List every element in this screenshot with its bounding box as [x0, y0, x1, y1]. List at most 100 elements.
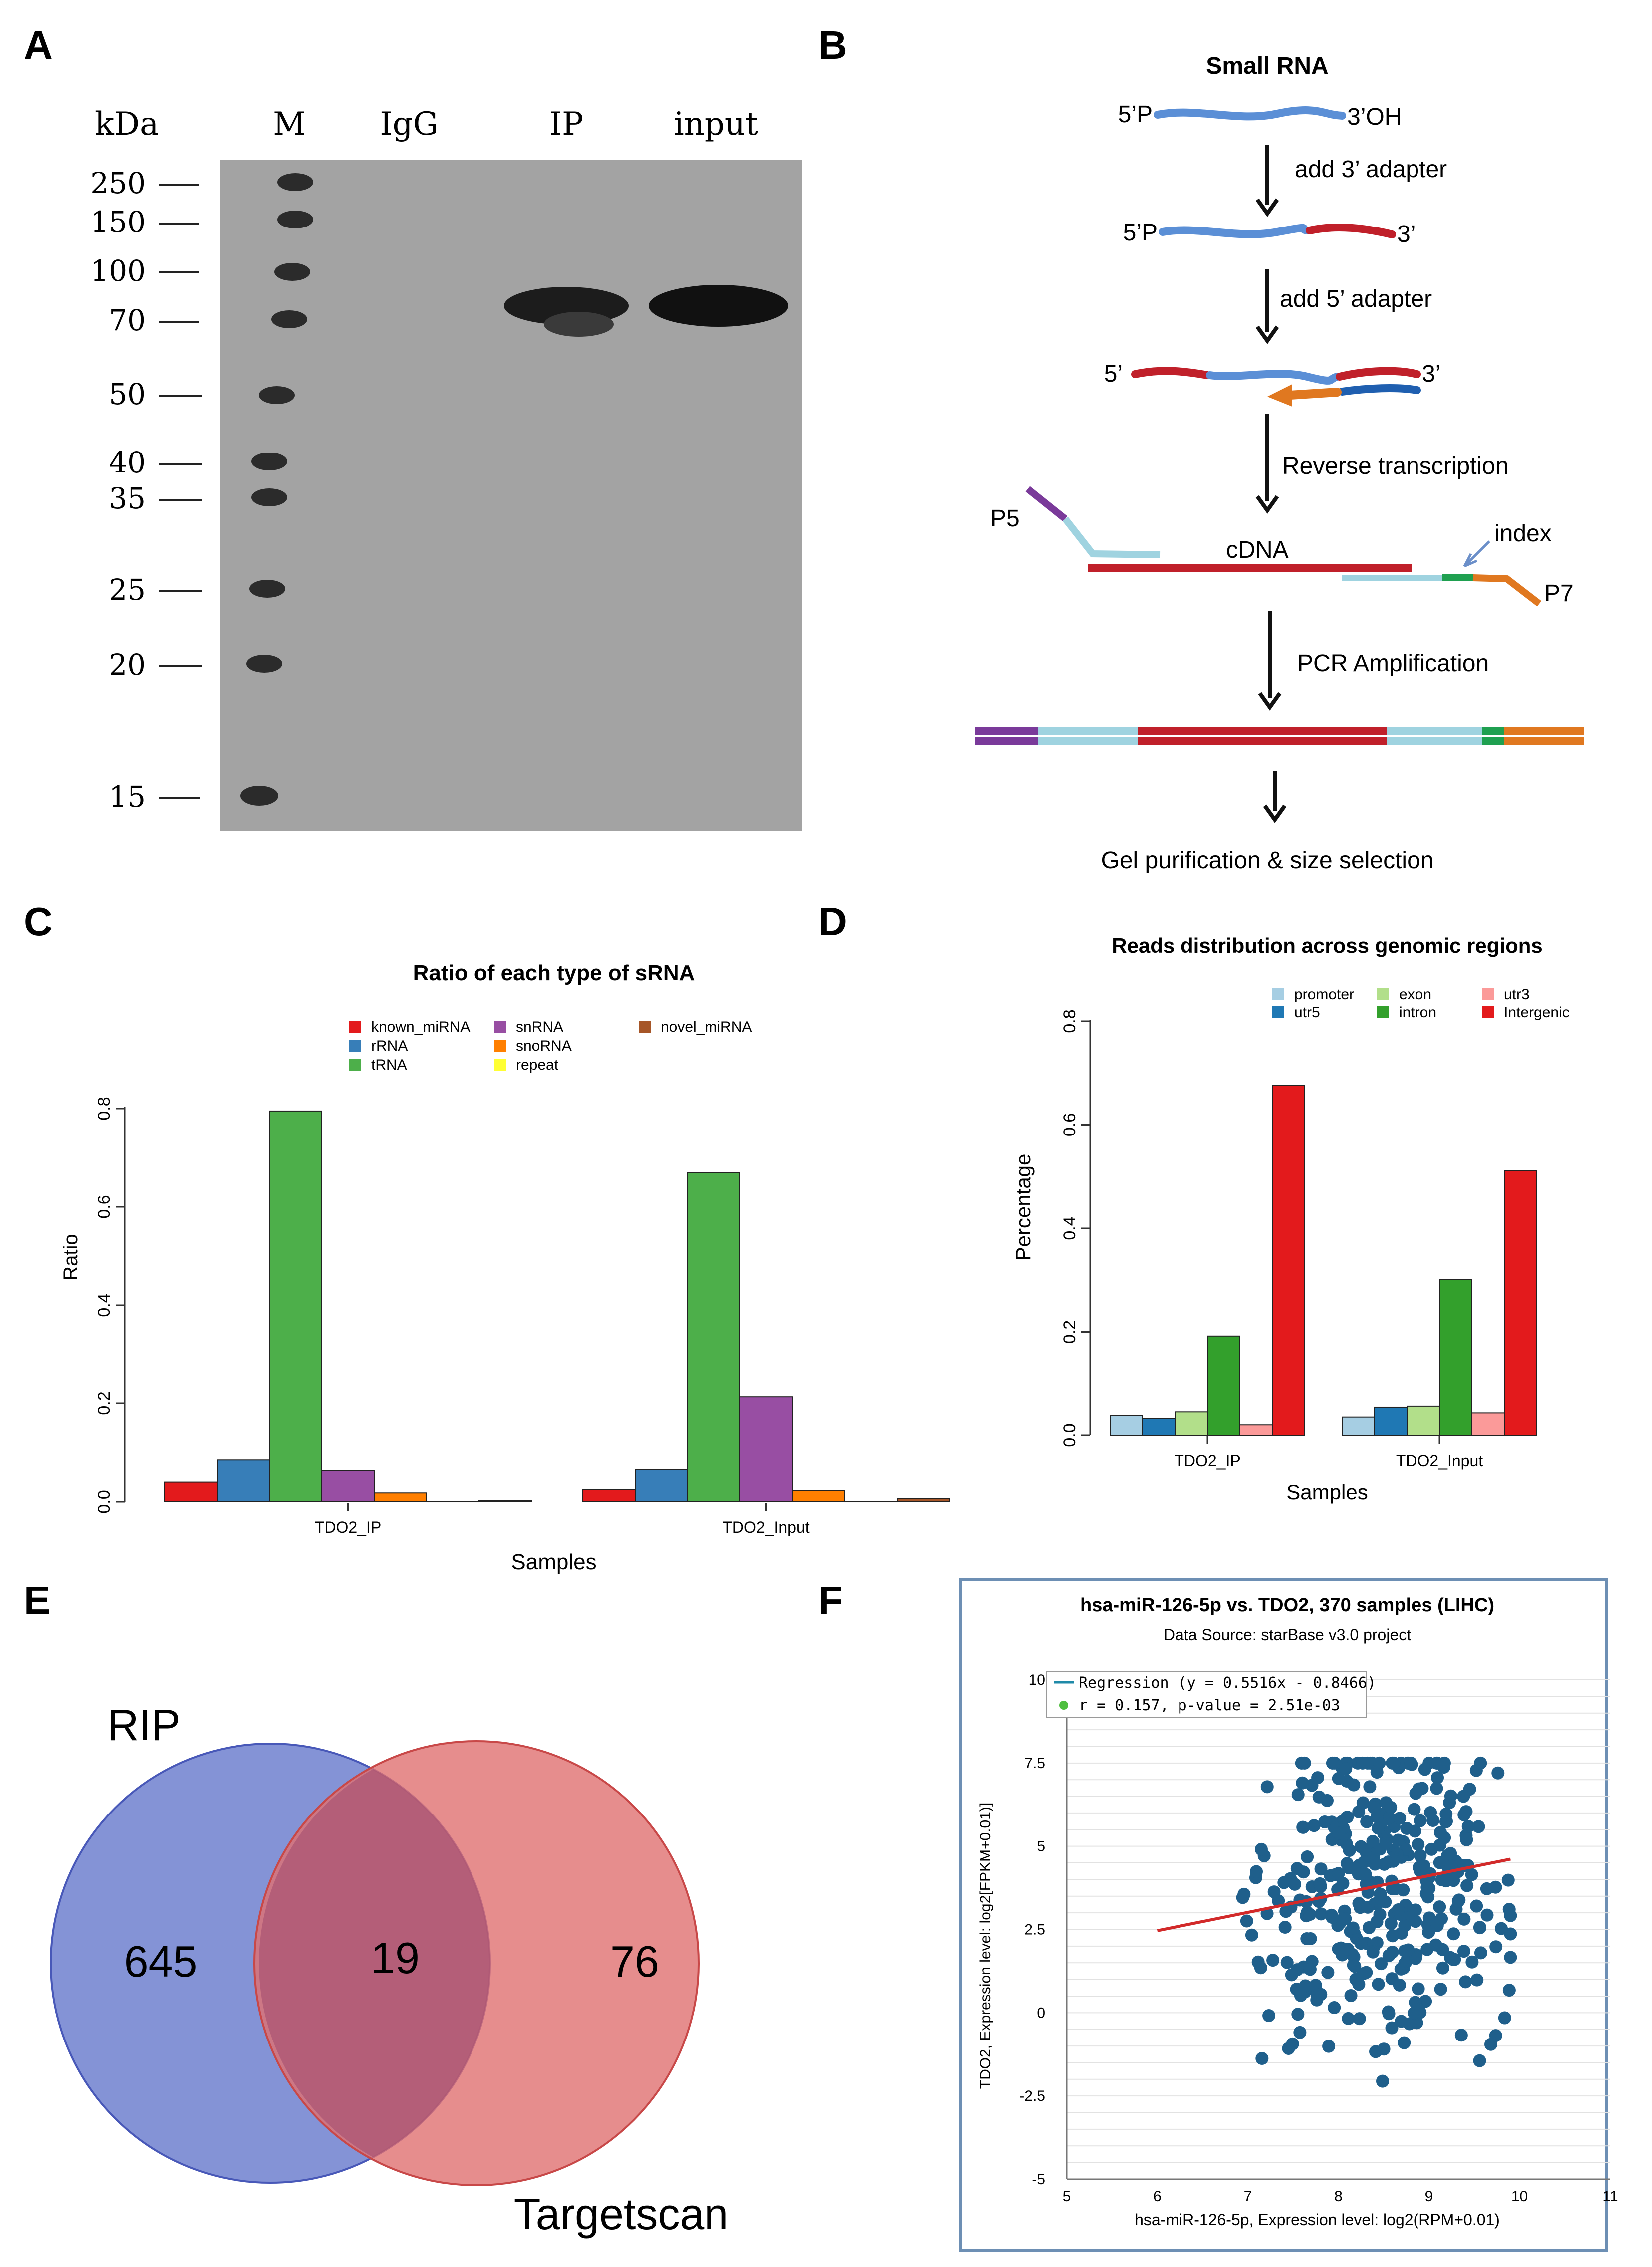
data-point [1312, 1790, 1326, 1804]
bar-rRNA [635, 1469, 688, 1503]
bar-known_miRNA [582, 1489, 636, 1502]
data-point [1435, 1912, 1448, 1925]
data-point [1494, 1922, 1508, 1935]
lane-label-input: input [674, 106, 758, 143]
ladder-band [240, 786, 278, 806]
data-point [1318, 1815, 1332, 1828]
ladder-band [277, 211, 313, 228]
panel-d: D Reads distribution across genomic regi… [818, 900, 1570, 1504]
legend-swatch-utr3 [1482, 988, 1494, 1000]
data-point [1436, 1961, 1449, 1975]
adapter-5 [1131, 367, 1211, 379]
data-point [1280, 1956, 1294, 1969]
data-point [1433, 1838, 1446, 1852]
data-point [1398, 2036, 1411, 2049]
bar-utr5 [1142, 1418, 1176, 1436]
data-point [1474, 1946, 1487, 1960]
marker-50: 50 [109, 377, 146, 411]
data-point [1419, 1887, 1433, 1900]
marker-ticks [159, 184, 202, 799]
bar-rRNA [217, 1459, 270, 1502]
data-point [1291, 1788, 1305, 1802]
data-point [1301, 1850, 1314, 1864]
legend-label-rRNA: rRNA [371, 1038, 408, 1054]
data-point [1361, 1900, 1375, 1914]
data-point [1460, 1879, 1474, 1892]
ip-band-smear [544, 312, 614, 337]
bar-repeat [426, 1501, 479, 1503]
panel-b-label: B [818, 23, 847, 67]
rt-primer [1338, 384, 1421, 396]
rna2-5p-label: 5’P [1123, 220, 1158, 246]
chart-c-y-ticks: 0.0 0.2 0.4 0.6 0.8 [95, 1097, 125, 1514]
x-tick-label: 6 [1153, 2188, 1162, 2205]
lane-label-ip: IP [549, 106, 583, 143]
y-tick-label: 0.2 [1060, 1320, 1079, 1344]
data-point [1402, 1943, 1415, 1957]
data-point [1465, 1955, 1479, 1969]
cdna-strand [1088, 564, 1412, 572]
bar-snRNA [321, 1470, 375, 1503]
bar-Intergenic [1504, 1170, 1537, 1436]
bar-utr3 [1471, 1412, 1505, 1436]
data-point [1404, 1756, 1417, 1770]
data-point [1376, 2074, 1389, 2088]
step-add-5-adapter: add 5’ adapter [1280, 286, 1432, 312]
workflow-title: Small RNA [1206, 53, 1328, 79]
data-point [1378, 1857, 1391, 1871]
data-point [1254, 1842, 1268, 1856]
data-point [1328, 2001, 1341, 2015]
x-tick-label: TDO2_IP [315, 1518, 381, 1536]
bar-intron [1439, 1279, 1472, 1436]
chart-c-y-label: Ratio [60, 1234, 82, 1280]
legend-swatch-repeat [494, 1059, 506, 1071]
data-point [1382, 2007, 1396, 2021]
step-pcr: PCR Amplification [1297, 650, 1489, 677]
data-point [1470, 1973, 1484, 1987]
rna2-3-label: 3’ [1397, 221, 1416, 247]
data-point [1451, 1894, 1465, 1908]
data-point [1439, 1874, 1453, 1888]
data-point [1463, 1783, 1476, 1796]
units-label: kDa [95, 106, 159, 143]
rt-arrow-icon [1267, 384, 1292, 407]
small-rna-strand [1154, 106, 1346, 121]
bar-repeat [844, 1501, 898, 1503]
scatter-ticks: 5 6 7 8 9 10 11 -5 -2.5 0 2.5 5 7.5 10 [1019, 1672, 1618, 2205]
marker-35: 35 [109, 481, 146, 515]
x-tick-label: TDO2_IP [1174, 1452, 1240, 1470]
data-point [1295, 1756, 1308, 1770]
x-tick-label: 8 [1334, 2188, 1343, 2205]
data-point [1408, 1803, 1421, 1816]
x-tick-label: 7 [1244, 2188, 1252, 2205]
data-point [1332, 1867, 1345, 1880]
data-point [1459, 1975, 1472, 1989]
legend-swatch-novel_miRNA [639, 1021, 651, 1033]
bar-exon [1175, 1411, 1208, 1436]
data-point [1429, 1938, 1442, 1952]
data-point [1444, 1847, 1457, 1860]
ladder-band [274, 263, 310, 281]
primer-segment [1062, 516, 1161, 558]
data-point [1339, 1912, 1352, 1925]
data-point [1352, 1978, 1366, 1991]
data-point [1409, 1952, 1422, 1965]
data-point [1240, 1914, 1253, 1928]
panel-b: B Small RNA 5’P 3’OH add 3’ adapter 5’P … [818, 23, 1584, 874]
data-point [1326, 1910, 1339, 1924]
data-point [1398, 1919, 1412, 1932]
marker-20: 20 [109, 648, 146, 681]
data-point [1392, 1833, 1405, 1847]
marker-70: 70 [109, 303, 146, 337]
x-tick-label: TDO2_Input [722, 1518, 809, 1536]
step-add-3-adapter: add 3’ adapter [1295, 156, 1447, 183]
data-point [1363, 1756, 1377, 1770]
data-point [1414, 1849, 1427, 1862]
lane-label-igg: IgG [380, 106, 438, 143]
data-point [1430, 1782, 1443, 1795]
data-point [1387, 1756, 1401, 1770]
legend-swatch-known_miRNA [349, 1021, 361, 1033]
x-tick-label: 5 [1063, 2188, 1071, 2205]
data-point [1447, 1953, 1460, 1966]
data-point [1371, 1896, 1385, 1909]
